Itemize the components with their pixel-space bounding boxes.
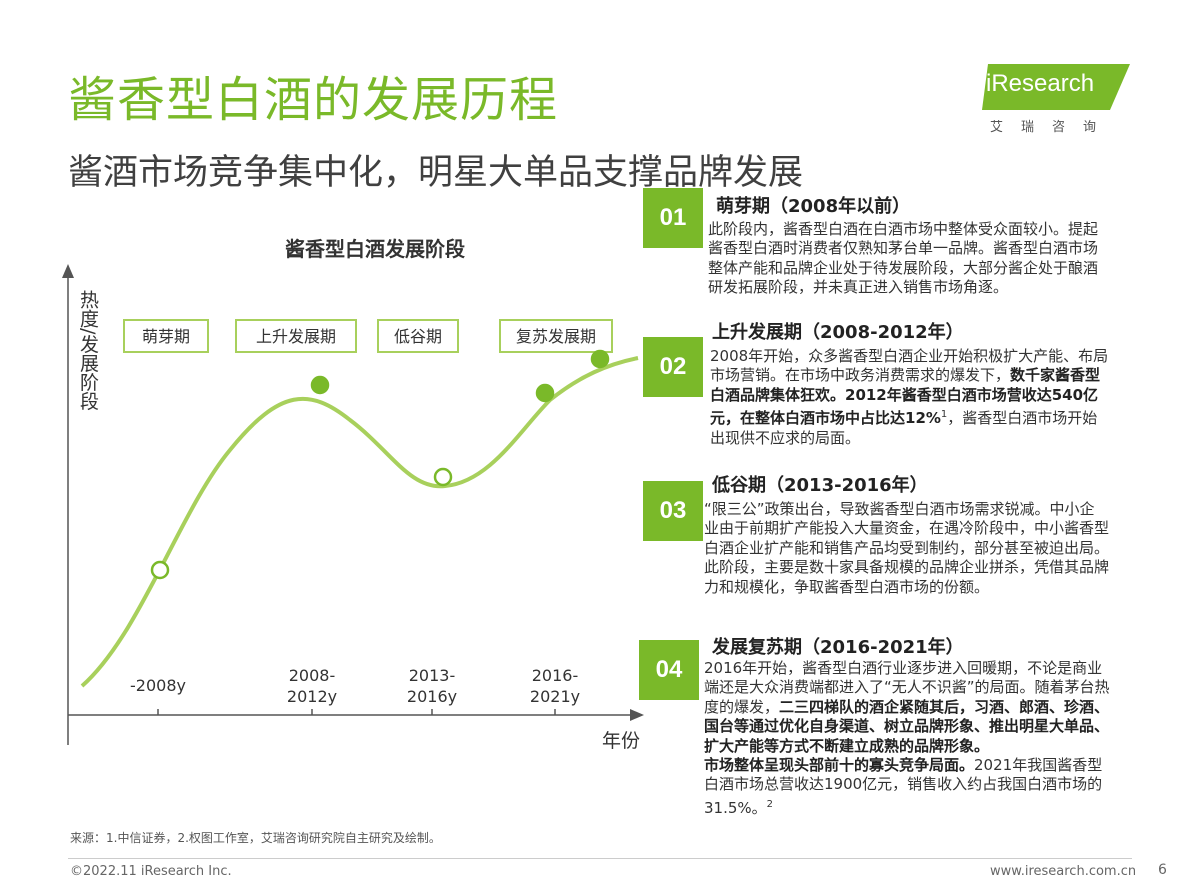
section-body-text: 市场整体呈现头部前十的寡头竞争局面。: [704, 756, 975, 775]
stage-label: 萌芽期: [142, 327, 190, 346]
chart-title: 酱香型白酒发展阶段: [285, 237, 465, 261]
section-number-box: 01: [643, 188, 703, 248]
section-title: 萌芽期（2008年以前）: [716, 196, 911, 217]
x-tick-label: -2008y: [130, 676, 186, 695]
iresearch-logo: [982, 64, 1130, 110]
x-axis-label: 年份: [602, 730, 640, 752]
curve-marker-filled: [310, 375, 330, 395]
logo-subtext: 艾瑞咨询: [990, 120, 1115, 135]
page-subtitle: 酱酒市场竞争集中化，明星大单品支撑品牌发展: [68, 153, 804, 193]
y-axis-arrow: [62, 264, 74, 278]
section-body-text: 2008年开始，众多酱香型白酒企业开始积极扩大产能、布局市场营销。在市场中政务消…: [710, 347, 1109, 385]
section-body: 此阶段内，酱香型白酒在白酒市场中整体受众面较小。提起酱香型白酒时消费者仅熟知茅台…: [708, 220, 1108, 298]
x-axis-arrow: [630, 709, 644, 721]
section-body-text: 此阶段内，酱香型白酒在白酒市场中整体受众面较小。提起酱香型白酒时消费者仅熟知茅台…: [708, 220, 1099, 297]
page-title: 酱香型白酒的发展历程: [68, 72, 559, 128]
footer-divider: [68, 858, 1132, 859]
section-number-box: 03: [643, 481, 703, 541]
section-body-text: “限三公”政策出台，导致酱香型白酒市场需求锐减。中小企业由于前期扩产能投入大量资…: [704, 500, 1110, 557]
section-body-text: 1: [940, 409, 948, 421]
stage-label: 低谷期: [394, 327, 442, 346]
section-body: 2008年开始，众多酱香型白酒企业开始积极扩大产能、布局市场营销。在市场中政务消…: [710, 347, 1110, 448]
section-number-box: 02: [643, 337, 703, 397]
section-body: “限三公”政策出台，导致酱香型白酒市场需求锐减。中小企业由于前期扩产能投入大量资…: [704, 500, 1109, 597]
x-tick-label: 2008-2012y: [287, 666, 337, 706]
stage-label-box: [499, 319, 613, 353]
stage-label-box: [235, 319, 357, 353]
section-title: 发展复苏期（2016-2021年）: [712, 637, 964, 658]
curve-marker-hollow: [150, 560, 170, 580]
copyright: ©2022.11 iResearch Inc.: [70, 864, 232, 879]
curve-marker-filled: [535, 383, 555, 403]
section-number-box: 04: [639, 640, 699, 700]
stage-label: 复苏发展期: [516, 327, 596, 346]
section-body-text: 此阶段，主要是数十家具备规模的品牌企业拼杀，凭借其品牌力和规模化，争取酱香型白酒…: [704, 558, 1110, 596]
section-body-text: ，酱香型白酒市场开始出现供不应求的局面。: [710, 409, 1098, 447]
section-body-text: 二三四梯队的酒企紧随其后，习酒、郎酒、珍酒、国台等通过优化自身渠道、树立品牌形象…: [704, 697, 1110, 755]
section-title: 上升发展期（2008-2012年）: [712, 322, 964, 343]
x-tick-label: 2013-2016y: [407, 666, 457, 706]
section-title: 低谷期（2013-2016年）: [712, 475, 928, 496]
source-note: 来源：1.中信证券，2.权图工作室，艾瑞咨询研究院自主研究及绘制。: [70, 831, 441, 845]
curve-marker-filled: [590, 349, 610, 369]
section-body-text: 2: [766, 798, 774, 810]
stage-label-box: [123, 319, 209, 353]
trend-curve: [80, 356, 639, 688]
stage-label: 上升发展期: [256, 327, 336, 346]
development-stage-chart: 热度/发展阶段 年份 -2008y 2008-2012y 2013-2016y 201…: [62, 264, 644, 752]
section-body-text: 2016年开始，酱香型白酒行业逐步进入回暖期，不论是商业端还是大众消费端都进入了…: [704, 659, 1110, 716]
page-number: 6: [1158, 862, 1167, 878]
stage-label-box: [377, 319, 459, 353]
x-tick-label: 2016-2021y: [530, 666, 580, 706]
curve-marker-hollow: [433, 467, 453, 487]
section-body-text: 2021年我国酱香型白酒市场总营收达1900亿元，销售收入约占我国白酒市场的31…: [704, 756, 1103, 817]
section-body-text: 数千家酱香型白酒品牌集体狂欢。2012年酱香型白酒市场营收达540亿元，在整体白…: [710, 366, 1101, 428]
y-axis-label: 热度/发展阶段: [77, 290, 99, 411]
logo-text: iResearch: [986, 70, 1095, 97]
section-body: 2016年开始，酱香型白酒行业逐步进入回暖期，不论是商业端还是大众消费端都进入了…: [704, 659, 1116, 818]
website-link[interactable]: www.iresearch.com.cn: [990, 864, 1137, 879]
